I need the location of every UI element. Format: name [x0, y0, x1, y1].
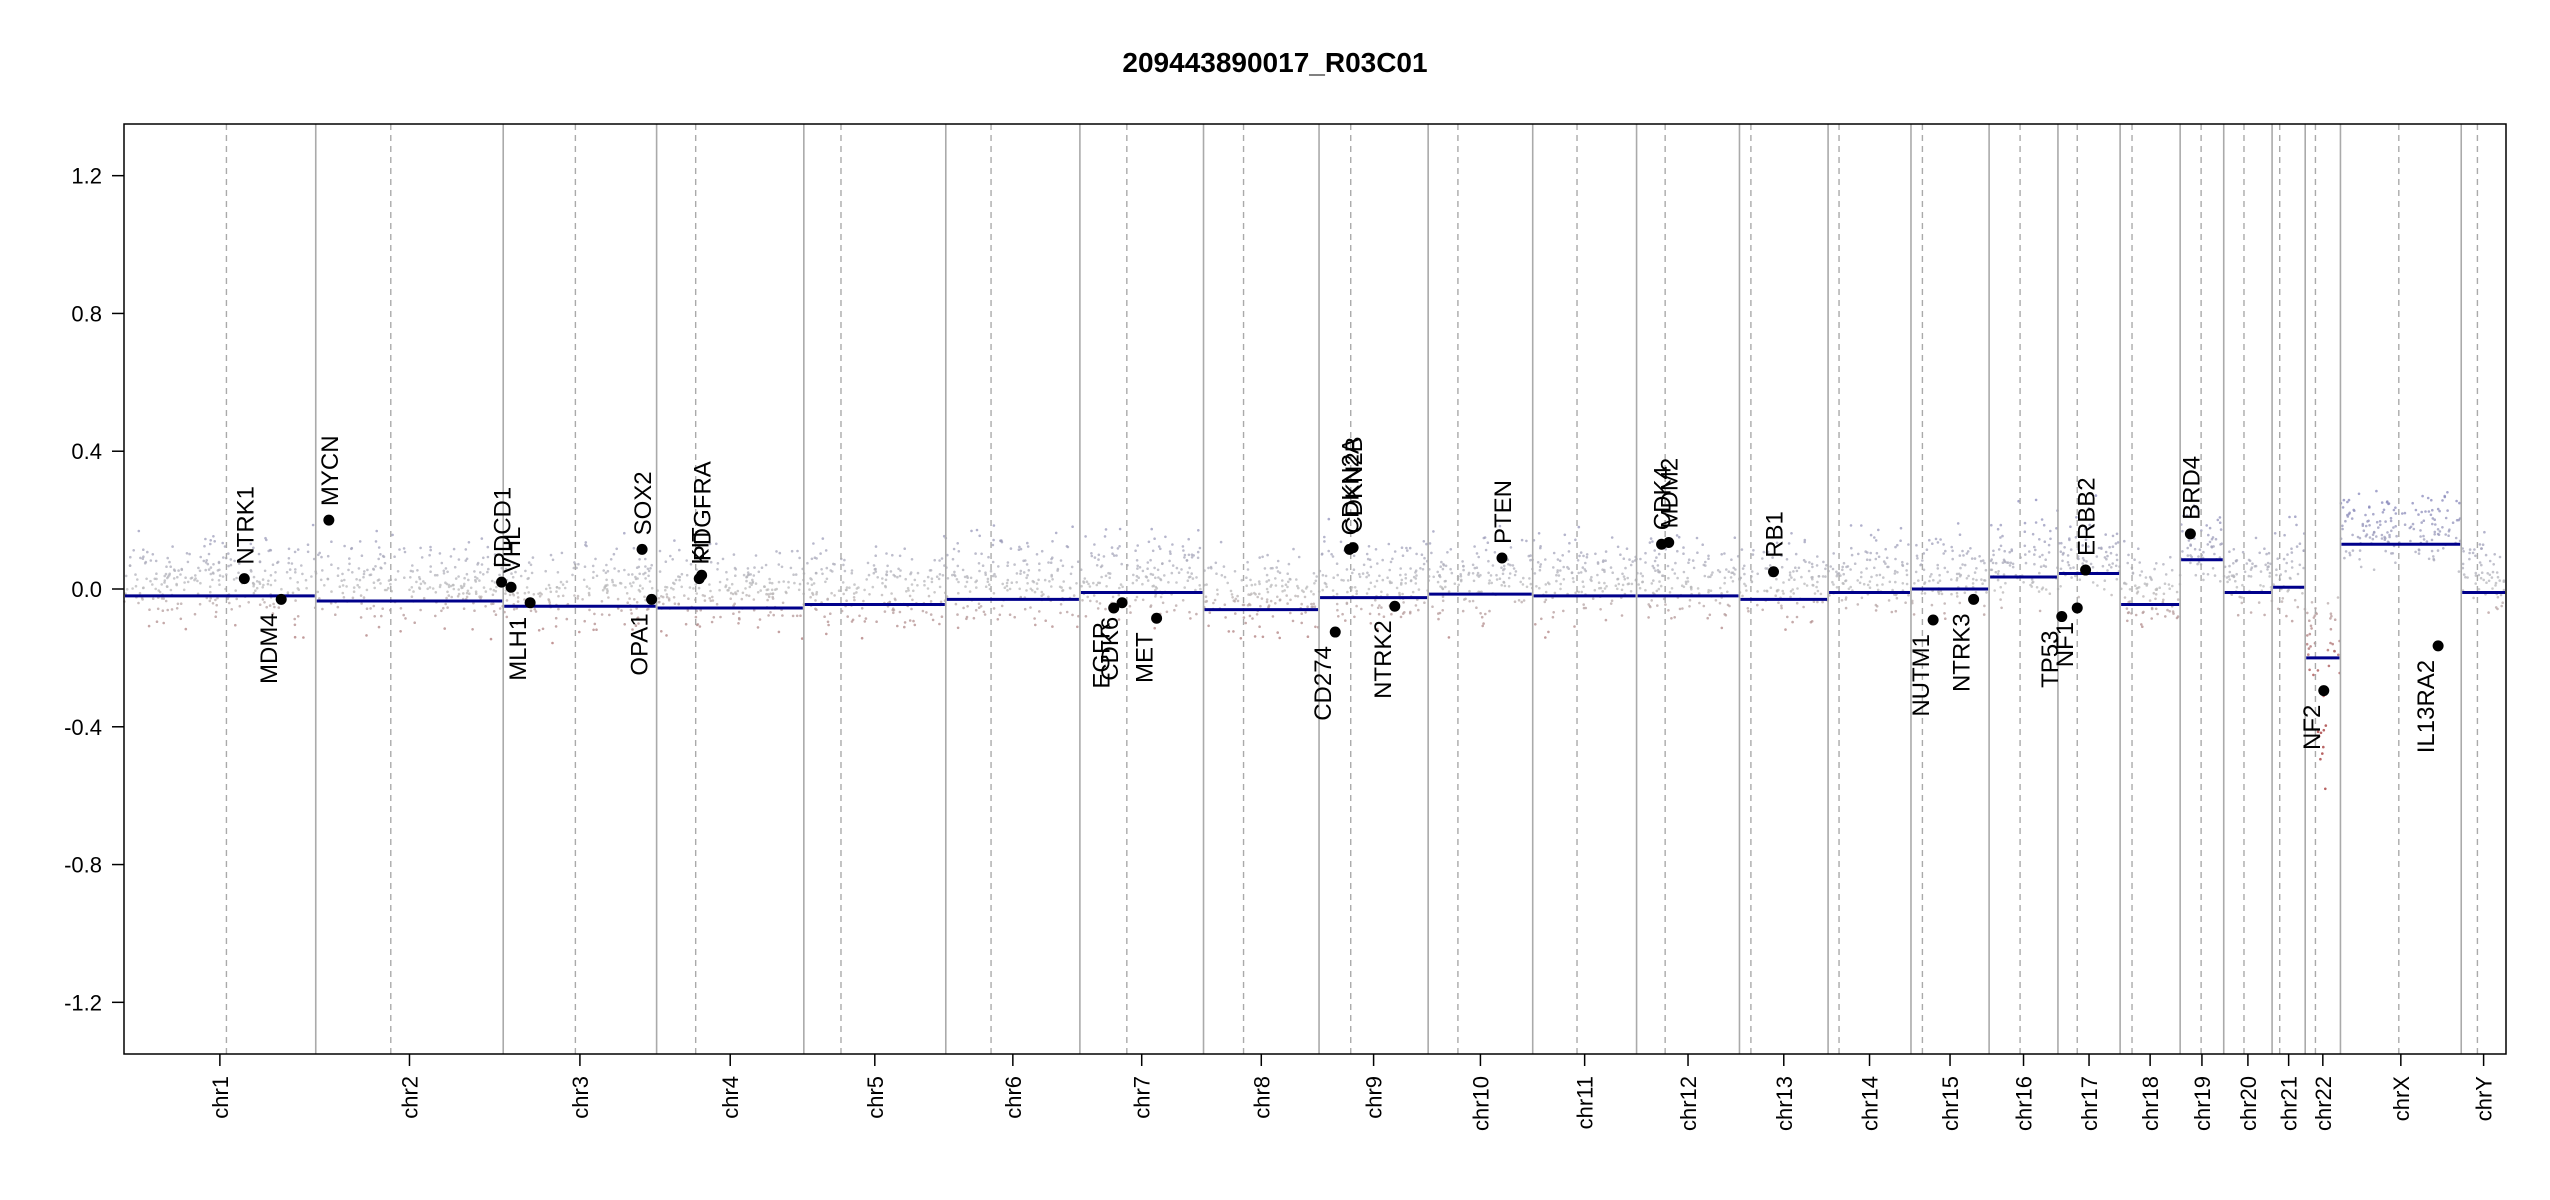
chromosome-label-chr21: chr21 [2277, 1076, 2302, 1131]
chromosome-label-chr9: chr9 [1362, 1076, 1387, 1119]
gene-marker-nf2 [2318, 685, 2330, 697]
gene-marker-cd274 [1329, 626, 1341, 638]
gene-marker-nf1 [2071, 602, 2083, 614]
y-tick-label-5: -0.8 [64, 853, 102, 878]
x-axis: chr1 chr2 chr3 chr4 chr5 chr6 chr7 chr8 chr9 chr1… [208, 1054, 2497, 1131]
chromosome-label-chr5: chr5 [863, 1076, 888, 1119]
gene-marker-brd4 [2184, 528, 2196, 540]
chromosome-label-chr20: chr20 [2236, 1076, 2261, 1131]
chromosome-label-chr16: chr16 [2012, 1076, 2037, 1131]
gene-marker-pdcd1 [496, 576, 508, 588]
y-tick-label-1: 0.8 [71, 301, 102, 326]
chromosome-label-chr14: chr14 [1858, 1076, 1883, 1131]
gene-marker-cdkn2b [1347, 542, 1359, 554]
chromosome-label-chr13: chr13 [1772, 1076, 1797, 1131]
chromosome-label-chr19: chr19 [2190, 1076, 2215, 1131]
gene-label-cdk4: CDK4 [1650, 466, 1677, 530]
gene-marker-sox2 [636, 543, 648, 555]
y-tick-label-6: -1.2 [64, 990, 102, 1015]
chromosome-label-chr7: chr7 [1130, 1076, 1155, 1119]
gene-label-il13ra2: IL13RA2 [2413, 660, 2440, 753]
gene-marker-ntrk3 [1968, 593, 1980, 605]
gene-label-erbb2: ERBB2 [2074, 477, 2101, 556]
gene-marker-ntrk1 [238, 573, 250, 585]
chromosome-label-chrX: chrX [2389, 1076, 2414, 1122]
gene-marker-cdk6 [1116, 597, 1128, 609]
chromosome-label-chr11: chr11 [1573, 1076, 1598, 1129]
gene-marker-mdm4 [275, 593, 287, 605]
gene-label-kit: KIT [687, 527, 714, 565]
chromosome-label-chr2: chr2 [397, 1076, 422, 1119]
gene-marker-tp53 [2056, 611, 2068, 623]
gene-marker-mdm2 [1663, 537, 1675, 548]
gene-marker-pdgfra [696, 569, 708, 581]
gene-label-cdkn2a: CDKN2A [1338, 438, 1365, 535]
gene-label-nutm1: NUTM1 [1908, 634, 1935, 717]
chromosome-label-chr1: chr1 [208, 1076, 233, 1119]
gene-label-met: MET [1132, 632, 1159, 683]
gene-marker-nutm1 [1927, 614, 1939, 626]
gene-marker-opa1 [646, 593, 658, 605]
gene-marker-il13ra2 [2432, 640, 2444, 652]
y-tick-label-0: 1.2 [71, 164, 102, 189]
chromosome-dividers [225, 124, 2479, 1054]
chromosome-label-chr15: chr15 [1938, 1076, 1963, 1131]
y-axis: 1.2 0.8 0.4 0.0 -0.4 -0.8 -1.2 [64, 164, 124, 1015]
chromosome-label-chr10: chr10 [1468, 1076, 1493, 1131]
gene-label-sox2: SOX2 [630, 471, 657, 535]
gene-marker-egfr [1108, 602, 1120, 614]
gene-label-nf1: NF1 [2052, 622, 2079, 667]
chromosome-label-chr12: chr12 [1676, 1076, 1701, 1131]
chromosome-label-chrY: chrY [2472, 1076, 2497, 1122]
gene-label-egfr: EGFR [1089, 622, 1116, 689]
gene-label-ntrk2: NTRK2 [1370, 620, 1397, 699]
chromosome-label-chr22: chr22 [2311, 1076, 2336, 1131]
gene-label-ntrk1: NTRK1 [232, 486, 259, 565]
gene-label-cd274: CD274 [1310, 646, 1337, 721]
gene-label-rb1: RB1 [1762, 511, 1789, 558]
gene-label-tp53: TP53 [2037, 631, 2064, 688]
gene-marker-mycn [323, 514, 335, 526]
gene-label-nf2: NF2 [2299, 705, 2326, 750]
gene-marker-met [1151, 612, 1163, 624]
gene-label-vhl: VHL [499, 527, 526, 574]
plot-frame [123, 123, 2507, 1055]
segments-layer [125, 542, 2505, 660]
gene-marker-pten [1496, 552, 1508, 564]
probe-points [123, 488, 2506, 791]
gene-marker-ntrk2 [1389, 600, 1401, 612]
y-tick-label-3: 0.0 [71, 577, 102, 602]
gene-label-mycn: MYCN [317, 435, 344, 506]
gene-label-mdm4: MDM4 [256, 613, 283, 684]
gene-marker-rb1 [1768, 566, 1780, 578]
chromosome-label-chr18: chr18 [2138, 1076, 2163, 1131]
chart-title: 209443890017_R03C01 [1122, 47, 1427, 78]
gene-label-cdk6: CDK6 [1097, 617, 1124, 681]
chromosome-label-chr6: chr6 [1001, 1076, 1026, 1119]
gene-marker-mlh1 [524, 597, 536, 609]
gene-label-ntrk3: NTRK3 [1949, 613, 1976, 692]
chromosome-label-chr17: chr17 [2077, 1076, 2102, 1131]
y-tick-label-2: 0.4 [71, 439, 102, 464]
gene-label-pdcd1: PDCD1 [490, 487, 517, 568]
gene-label-mdm2: MDM2 [1657, 458, 1684, 529]
chromosome-label-chr3: chr3 [568, 1076, 593, 1119]
gene-label-pten: PTEN [1490, 480, 1517, 544]
gene-label-mlh1: MLH1 [505, 617, 532, 681]
gene-label-cdkn2b: CDKN2B [1341, 436, 1368, 533]
gene-label-pdgfra: PDGFRA [690, 461, 717, 561]
gene-marker-vhl [505, 581, 517, 593]
chromosome-label-chr8: chr8 [1249, 1076, 1274, 1119]
gene-label-brd4: BRD4 [2178, 456, 2205, 520]
gene-label-opa1: OPA1 [627, 613, 654, 675]
gene-marker-erbb2 [2080, 564, 2092, 576]
y-tick-label-4: -0.4 [64, 715, 102, 740]
probe-points-layer [123, 488, 2506, 791]
chromosome-label-chr4: chr4 [718, 1076, 743, 1119]
